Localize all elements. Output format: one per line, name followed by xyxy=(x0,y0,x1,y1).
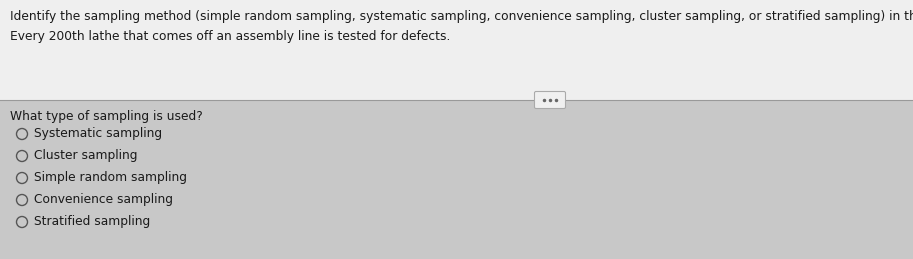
Text: Every 200th lathe that comes off an assembly line is tested for defects.: Every 200th lathe that comes off an asse… xyxy=(10,30,450,43)
Bar xyxy=(0,0,913,100)
Text: Stratified sampling: Stratified sampling xyxy=(34,215,151,228)
Text: Identify the sampling method (simple random sampling, systematic sampling, conve: Identify the sampling method (simple ran… xyxy=(10,10,913,23)
Text: Systematic sampling: Systematic sampling xyxy=(34,127,163,140)
Text: Cluster sampling: Cluster sampling xyxy=(34,149,138,162)
Bar xyxy=(0,100,913,259)
Text: Convenience sampling: Convenience sampling xyxy=(34,193,173,206)
Text: What type of sampling is used?: What type of sampling is used? xyxy=(10,110,203,123)
FancyBboxPatch shape xyxy=(534,91,565,109)
Text: Simple random sampling: Simple random sampling xyxy=(34,171,187,184)
